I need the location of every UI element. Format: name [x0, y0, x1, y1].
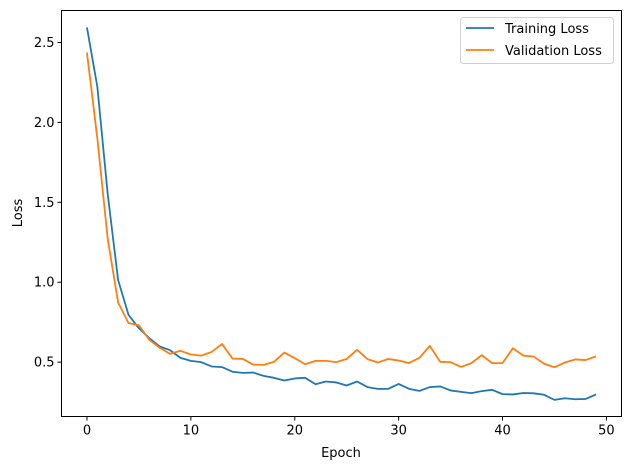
y-axis-label: Loss	[11, 199, 26, 228]
legend: Training Loss Validation Loss	[460, 17, 614, 64]
legend-box	[460, 17, 614, 64]
y-tick-label: 1.0	[34, 276, 55, 291]
legend-label-validation: Validation Loss	[505, 44, 602, 59]
x-tick-label: 10	[183, 424, 200, 439]
x-tick-label: 40	[494, 424, 511, 439]
series-line-validation-loss	[86, 52, 597, 369]
x-tick-label: 50	[598, 424, 615, 439]
axes-frame	[61, 10, 622, 417]
y-axis-ticks: 0.5 1.0 1.5 2.0 2.5	[34, 36, 62, 371]
y-tick-label: 1.5	[34, 196, 55, 211]
plot-lines	[86, 27, 597, 401]
y-tick-label: 2.0	[34, 116, 55, 131]
legend-label-training: Training Loss	[504, 22, 589, 37]
x-axis-ticks: 0 10 20 30 40 50	[83, 416, 615, 439]
series-line-training-loss	[86, 27, 597, 401]
y-tick-label: 2.5	[34, 36, 55, 51]
y-tick-label: 0.5	[34, 356, 55, 371]
x-tick-label: 0	[83, 424, 91, 439]
x-axis-label: Epoch	[321, 446, 361, 461]
x-tick-label: 20	[286, 424, 303, 439]
x-tick-label: 30	[390, 424, 407, 439]
